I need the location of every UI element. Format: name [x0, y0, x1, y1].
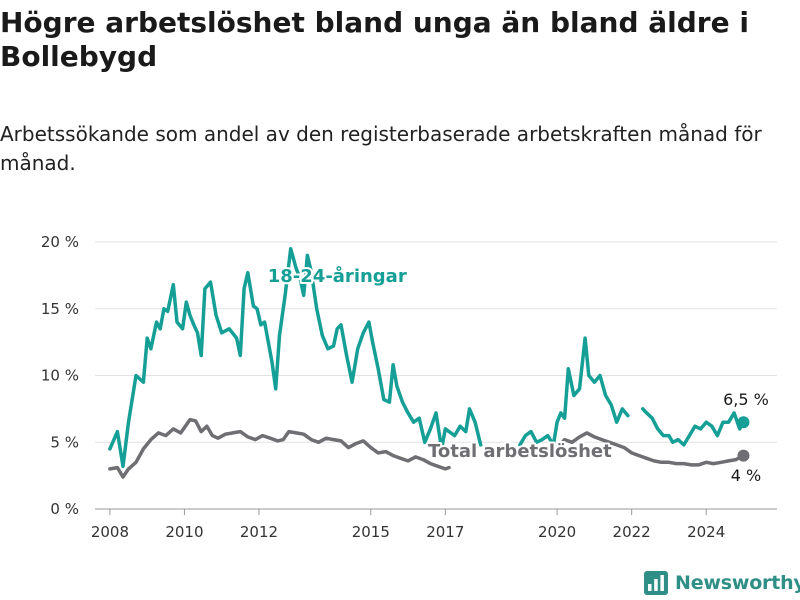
x-tick-label: 2008 [91, 523, 129, 541]
y-tick-label: 0 % [50, 500, 79, 518]
bar-chart-logo-icon [644, 571, 668, 595]
y-tick-label: 15 % [41, 300, 79, 318]
x-tick-label: 2020 [538, 523, 576, 541]
x-tick-label: 2010 [165, 523, 203, 541]
series-line-1 [108, 417, 746, 479]
end-value-label: 4 % [731, 466, 761, 485]
y-tick-label: 5 % [50, 433, 79, 451]
series-label: Total arbetslöshet [428, 441, 612, 462]
chart-title: Högre arbetslöshet bland unga än bland ä… [0, 6, 749, 73]
end-point-marker [737, 449, 750, 462]
x-tick-label: 2022 [613, 523, 651, 541]
series-line-0 [108, 246, 746, 469]
y-tick-label: 10 % [41, 367, 79, 385]
y-tick-label: 20 % [41, 233, 79, 251]
x-tick-label: 2015 [352, 523, 390, 541]
series-label: 18-24-åringar [268, 265, 407, 287]
newsworthy-brand: Newsworthy [644, 568, 800, 598]
x-tick-label: 2012 [240, 523, 278, 541]
chart-subtitle: Arbetssökande som andel av den registerb… [0, 122, 762, 175]
x-tick-label: 2024 [687, 523, 725, 541]
x-tick-label: 2017 [426, 523, 464, 541]
brand-name: Newsworthy [675, 572, 800, 594]
end-point-marker [737, 416, 750, 429]
end-value-label: 6,5 % [723, 390, 769, 409]
